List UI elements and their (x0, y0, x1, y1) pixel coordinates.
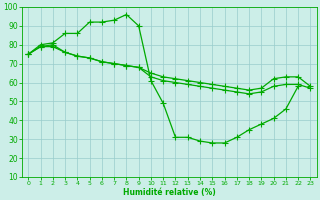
X-axis label: Humidité relative (%): Humidité relative (%) (123, 188, 216, 197)
